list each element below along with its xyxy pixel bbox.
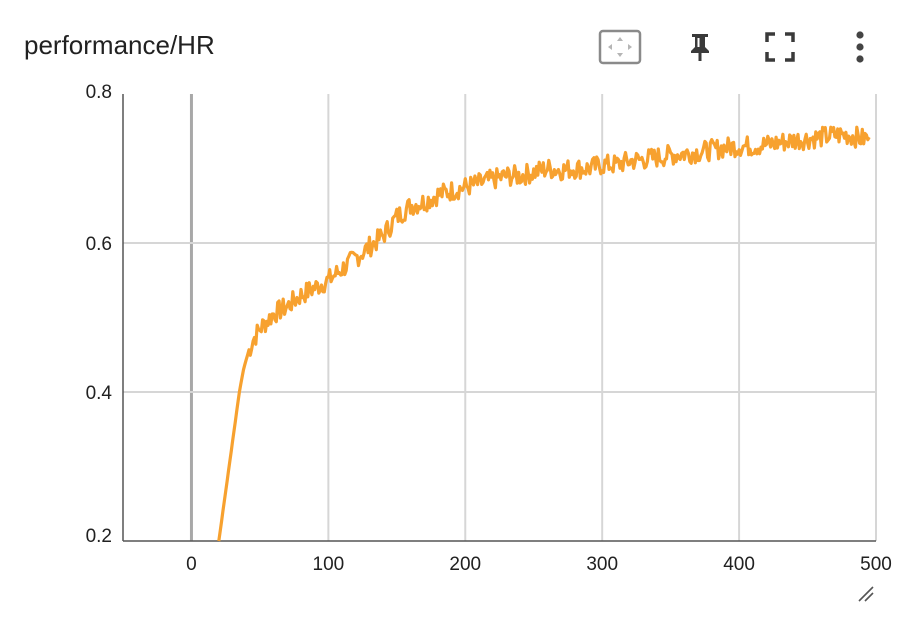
x-tick-label: 400 — [723, 554, 755, 575]
fit-domain-button[interactable] — [596, 28, 644, 66]
fullscreen-button[interactable] — [762, 28, 798, 66]
y-tick-label: 0.4 — [86, 383, 113, 404]
x-tick-label: 0 — [186, 554, 197, 575]
x-tick-label: 200 — [449, 554, 481, 575]
fullscreen-icon — [765, 32, 795, 62]
y-tick-label: 0.2 — [86, 526, 112, 547]
more-menu-button[interactable] — [846, 28, 874, 66]
pin-button[interactable] — [684, 28, 716, 66]
y-tick-label: 0.8 — [86, 82, 112, 103]
more-vert-icon — [856, 31, 864, 63]
card-title: performance/HR — [24, 30, 215, 60]
x-tick-label: 500 — [860, 554, 892, 575]
series-line — [217, 125, 871, 542]
x-tick-label: 100 — [313, 554, 345, 575]
resize-handle-icon[interactable] — [856, 584, 876, 604]
pin-icon — [691, 34, 709, 61]
y-tick-label: 0.6 — [86, 234, 112, 255]
fit-domain-icon — [598, 29, 642, 65]
x-tick-label: 300 — [586, 554, 618, 575]
